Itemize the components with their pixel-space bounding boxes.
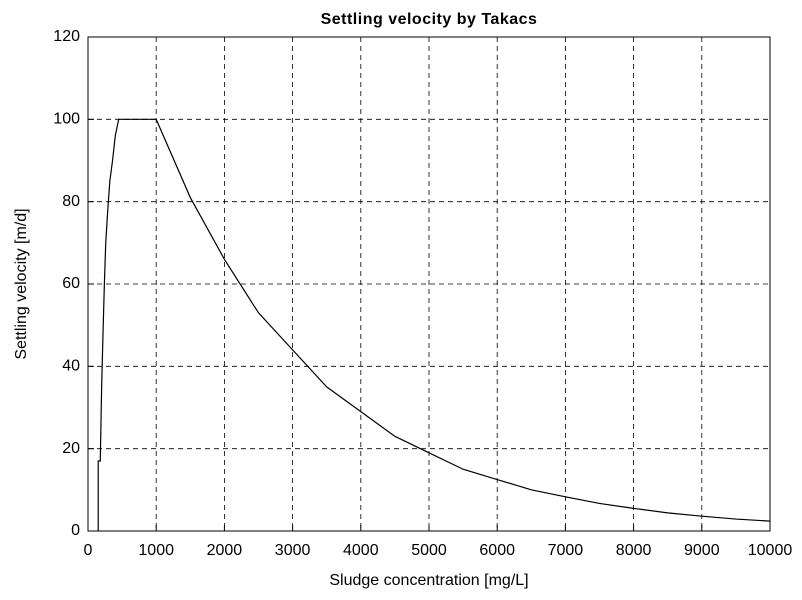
x-axis-label: Sludge concentration [mg/L] [329,572,528,589]
x-tick-label: 10000 [748,542,793,559]
y-tick-label: 80 [62,193,80,210]
x-tick-label: 5000 [411,542,447,559]
x-tick-label: 8000 [616,542,652,559]
x-tick-label: 7000 [548,542,584,559]
chart-title: Settling velocity by Takacs [321,11,538,28]
x-tick-label: 0 [84,542,93,559]
y-tick-label: 60 [62,275,80,292]
plot-frame [87,36,771,532]
y-tick-label: 0 [71,522,80,539]
x-tick-label: 3000 [275,542,311,559]
y-tick-label: 40 [62,358,80,375]
y-tick-label: 120 [53,28,80,45]
y-axis-label: Settling velocity [m/d] [13,208,30,359]
data-line [97,118,771,531]
x-tick-label: 6000 [479,542,515,559]
x-tick-label: 2000 [207,542,243,559]
y-tick-label: 20 [62,440,80,457]
x-tick-label: 4000 [343,542,379,559]
x-tick-label: 9000 [684,542,720,559]
y-tick-label: 100 [53,111,80,128]
x-tick-label: 1000 [138,542,174,559]
